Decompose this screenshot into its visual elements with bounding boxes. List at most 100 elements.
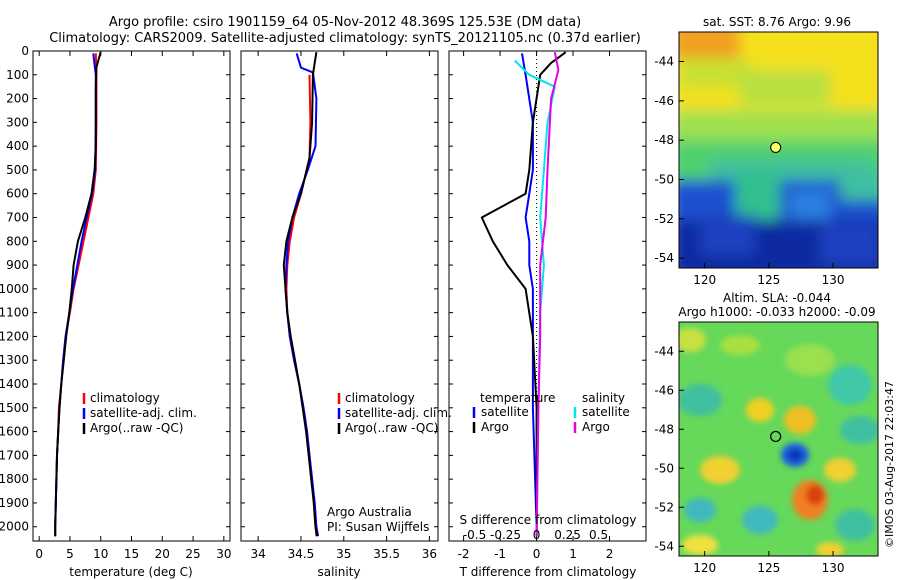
map-y-tick-label: -44 bbox=[654, 344, 674, 358]
map-x-tick-label: 125 bbox=[757, 561, 780, 575]
legend-label-sal-argo: Argo bbox=[582, 420, 610, 434]
x-tick-label: 34 bbox=[250, 547, 265, 561]
x-tick-label: 34.5 bbox=[288, 547, 315, 561]
series-line-argo-raw-qc- bbox=[54, 51, 102, 537]
map-y-tick-label: -48 bbox=[654, 422, 674, 436]
x-tick-label: 0 bbox=[35, 547, 43, 561]
x-tick-label: 30 bbox=[216, 547, 231, 561]
legend-label-temp-satellite: satellite bbox=[481, 405, 529, 419]
legend-label-climatology: climatology bbox=[90, 391, 160, 405]
sst-map-axes: 120 125 130 -44 -46 -48 -50 -52 -54 bbox=[654, 55, 844, 288]
x2-tick-label: 0.5 bbox=[589, 528, 608, 542]
salinity-xlabel: salinity bbox=[317, 565, 360, 579]
y-tick-label: 1200 bbox=[0, 329, 29, 343]
x-tick-label: 1 bbox=[569, 547, 577, 561]
sla-map-field bbox=[679, 322, 878, 556]
series-line-temperature-argo bbox=[480, 51, 567, 537]
series-line-temperature-satellite bbox=[521, 53, 538, 537]
map-y-tick-label: -48 bbox=[654, 133, 674, 147]
x-tick-label: 35.5 bbox=[373, 547, 400, 561]
y-tick-label: 1900 bbox=[0, 496, 29, 510]
x-tick-label: 5 bbox=[66, 547, 74, 561]
y-tick-label: 1600 bbox=[0, 425, 29, 439]
y-tick-label: 1000 bbox=[0, 282, 29, 296]
x-tick-label: -2 bbox=[458, 547, 470, 561]
y-tick-label: 1300 bbox=[0, 353, 29, 367]
series-line-salinity-argo bbox=[535, 52, 560, 537]
map-y-tick-label: -52 bbox=[654, 212, 674, 226]
temperature-series bbox=[54, 51, 102, 537]
map-x-tick-label: 130 bbox=[822, 561, 845, 575]
map-x-tick-label: 125 bbox=[757, 273, 780, 287]
y-tick-label: 0 bbox=[21, 44, 29, 58]
y-tick-label: 1500 bbox=[0, 401, 29, 415]
map-x-tick-label: 120 bbox=[693, 273, 716, 287]
x-tick-label: 0 bbox=[533, 547, 541, 561]
map-y-tick-label: -46 bbox=[654, 383, 674, 397]
sst-map-title: sat. SST: 8.76 Argo: 9.96 bbox=[703, 15, 851, 29]
x2-tick-label: -0.25 bbox=[490, 528, 521, 542]
temperature-legend: climatology satellite-adj. clim. Argo(..… bbox=[82, 391, 197, 435]
sla-map-subtitle: Argo h1000: -0.033 h2000: -0.09 bbox=[678, 305, 875, 319]
imos-timestamp: ©IMOS 03-Aug-2017 22:03:47 bbox=[883, 381, 896, 548]
legend-label-temp-argo: Argo bbox=[481, 420, 509, 434]
map-y-tick-label: -44 bbox=[654, 55, 674, 69]
legend-label-satellite: satellite-adj. clim. bbox=[345, 406, 452, 420]
map-x-tick-label: 130 bbox=[822, 273, 845, 287]
legend-title-salinity: salinity bbox=[582, 391, 625, 405]
difference-legend: temperature satellite Argo salinity sate… bbox=[472, 391, 630, 434]
x2-tick-label: 0 bbox=[533, 528, 541, 542]
series-line-argo-raw-qc- bbox=[282, 52, 319, 537]
sla-map-argo-marker bbox=[770, 430, 782, 443]
y-tick-label: 200 bbox=[6, 92, 29, 106]
salinity-axes: 34 34.5 35 35.5 36 bbox=[241, 50, 438, 561]
pi-annotation: PI: Susan Wijffels bbox=[327, 520, 429, 534]
agency-annotation: Argo Australia bbox=[327, 505, 412, 519]
x-tick-label: 36 bbox=[422, 547, 437, 561]
x-tick-label: 15 bbox=[124, 547, 139, 561]
sla-map-axes: 120 125 130 -44 -46 -48 -50 -52 -54 bbox=[654, 344, 844, 575]
y-tick-label: 100 bbox=[6, 68, 29, 82]
map-y-tick-label: -50 bbox=[654, 461, 674, 475]
temperature-plot-frame bbox=[32, 50, 231, 542]
map-x-tick-label: 120 bbox=[693, 561, 716, 575]
y-tick-label: 1800 bbox=[0, 472, 29, 486]
legend-label-satellite: satellite-adj. clim. bbox=[90, 406, 197, 420]
temperature-axes: 0100200300400500600700800900100011001200… bbox=[0, 44, 231, 561]
difference-series bbox=[480, 51, 567, 537]
map-y-tick-label: -54 bbox=[654, 251, 674, 265]
x-tick-label: 2 bbox=[606, 547, 614, 561]
x-tick-label: -1 bbox=[494, 547, 506, 561]
y-tick-label: 700 bbox=[6, 211, 29, 225]
legend-title-temperature: temperature bbox=[480, 391, 555, 405]
x2-tick-label: -0.5 bbox=[463, 528, 486, 542]
legend-label-climatology: climatology bbox=[345, 391, 415, 405]
map-y-tick-label: -46 bbox=[654, 94, 674, 108]
salinity-difference-ticklabels: -0.5 -0.25 0 0.25 0.5 bbox=[463, 528, 608, 542]
y-tick-label: 2000 bbox=[0, 520, 29, 534]
legend-label-argo: Argo(..raw -QC) bbox=[90, 421, 183, 435]
figure-title-line-2: Climatology: CARS2009. Satellite-adjuste… bbox=[49, 31, 641, 46]
legend-label-argo: Argo(..raw -QC) bbox=[345, 421, 438, 435]
salinity-plot-frame bbox=[240, 50, 439, 542]
y-tick-label: 300 bbox=[6, 115, 29, 129]
map-y-tick-label: -54 bbox=[654, 539, 674, 553]
x-tick-label: 10 bbox=[93, 547, 108, 561]
sla-map-frame bbox=[678, 321, 879, 557]
x-tick-label: 35 bbox=[336, 547, 351, 561]
salinity-series bbox=[282, 52, 320, 537]
y-tick-label: 500 bbox=[6, 163, 29, 177]
y-tick-label: 1100 bbox=[0, 306, 29, 320]
difference-x2label: S difference from climatology bbox=[460, 513, 637, 527]
sst-map-argo-marker bbox=[770, 141, 782, 153]
x-tick-label: 25 bbox=[185, 547, 200, 561]
temperature-xlabel: temperature (deg C) bbox=[69, 565, 192, 579]
sst-map-frame bbox=[678, 31, 879, 269]
map-y-tick-label: -50 bbox=[654, 173, 674, 187]
y-tick-label: 400 bbox=[6, 139, 29, 153]
map-y-tick-label: -52 bbox=[654, 500, 674, 514]
figure-title-line-1: Argo profile: csiro 1901159_64 05-Nov-20… bbox=[109, 15, 581, 30]
y-tick-label: 800 bbox=[6, 234, 29, 248]
